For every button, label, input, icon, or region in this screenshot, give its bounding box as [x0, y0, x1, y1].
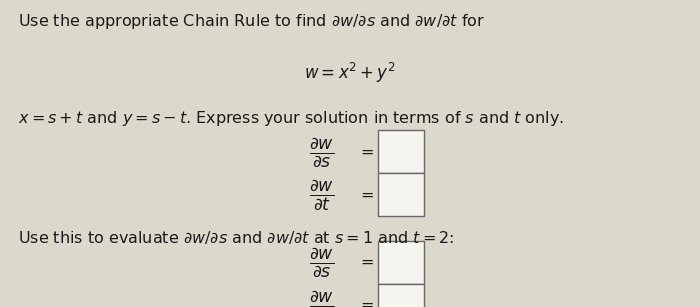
Text: Use this to evaluate $\partial w/\partial s$ and $\partial w/\partial t$ at $s =: Use this to evaluate $\partial w/\partia… [18, 229, 454, 246]
Text: $\dfrac{\partial w}{\partial s}$: $\dfrac{\partial w}{\partial s}$ [309, 246, 335, 279]
Text: $w = x^2 + y^2$: $w = x^2 + y^2$ [304, 61, 396, 86]
Text: =: = [360, 255, 374, 270]
FancyBboxPatch shape [378, 130, 423, 173]
Text: =: = [360, 298, 374, 307]
FancyBboxPatch shape [378, 173, 423, 216]
Text: =: = [360, 188, 374, 202]
FancyBboxPatch shape [378, 241, 423, 284]
FancyBboxPatch shape [378, 284, 423, 307]
Text: $\dfrac{\partial w}{\partial t}$: $\dfrac{\partial w}{\partial t}$ [309, 288, 335, 307]
Text: Use the appropriate Chain Rule to find $\partial w/\partial s$ and $\partial w/\: Use the appropriate Chain Rule to find $… [18, 12, 484, 31]
Text: $\dfrac{\partial w}{\partial s}$: $\dfrac{\partial w}{\partial s}$ [309, 135, 335, 169]
Text: $\dfrac{\partial w}{\partial t}$: $\dfrac{\partial w}{\partial t}$ [309, 178, 335, 212]
Text: =: = [360, 145, 374, 159]
Text: $x = s+t$ and $y = s-t$. Express your solution in terms of $s$ and $t$ only.: $x = s+t$ and $y = s-t$. Express your so… [18, 109, 564, 128]
